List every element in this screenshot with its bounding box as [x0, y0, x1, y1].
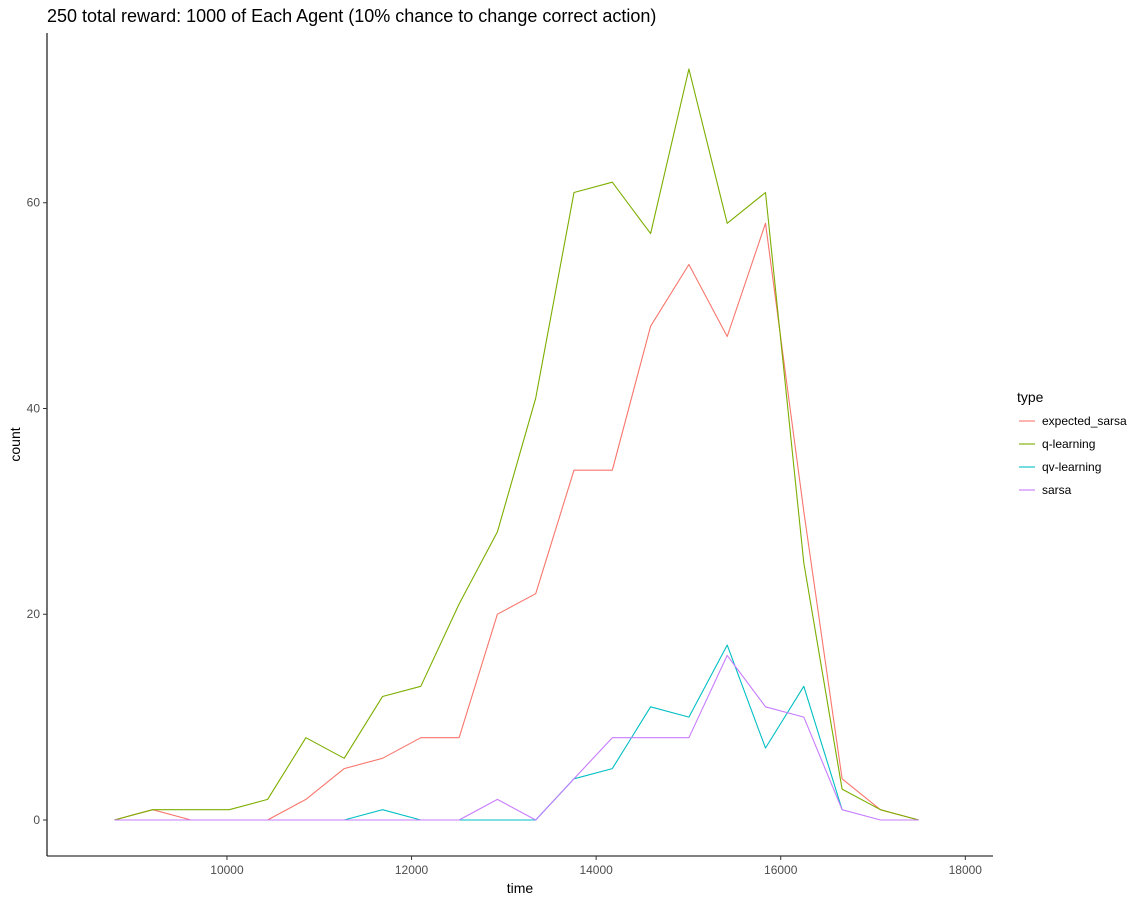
x-axis-title: time: [507, 880, 534, 896]
y-tick-label: 60: [27, 196, 41, 210]
y-axis-title: count: [7, 427, 23, 461]
series-line-sarsa: [114, 654, 919, 821]
y-tick-label: 0: [33, 813, 40, 827]
legend-label-qv-learning: qv-learning: [1042, 460, 1101, 474]
axes: 10000 12000 14000 16000 18000 0 20 40 60 time coun…: [7, 33, 993, 896]
series-lines: [114, 68, 919, 821]
legend-label-expected_sarsa: expected_sarsa: [1042, 414, 1127, 428]
legend: type expected_sarsa q-learning qv-learning s…: [1017, 389, 1127, 497]
x-tick-label: 16000: [764, 863, 798, 877]
legend-title: type: [1017, 389, 1044, 405]
series-line-q-learning: [114, 68, 919, 821]
y-tick-label: 20: [27, 607, 41, 621]
series-line-qv-learning: [344, 644, 843, 821]
x-tick-label: 14000: [579, 863, 613, 877]
legend-label-sarsa: sarsa: [1042, 483, 1072, 497]
chart-title: 250 total reward: 1000 of Each Agent (10…: [47, 6, 657, 26]
x-tick-label: 18000: [949, 863, 983, 877]
x-tick-label: 12000: [395, 863, 429, 877]
x-tick-label: 10000: [210, 863, 244, 877]
series-line-expected_sarsa: [114, 222, 919, 821]
legend-label-q-learning: q-learning: [1042, 437, 1095, 451]
y-tick-label: 40: [27, 401, 41, 415]
